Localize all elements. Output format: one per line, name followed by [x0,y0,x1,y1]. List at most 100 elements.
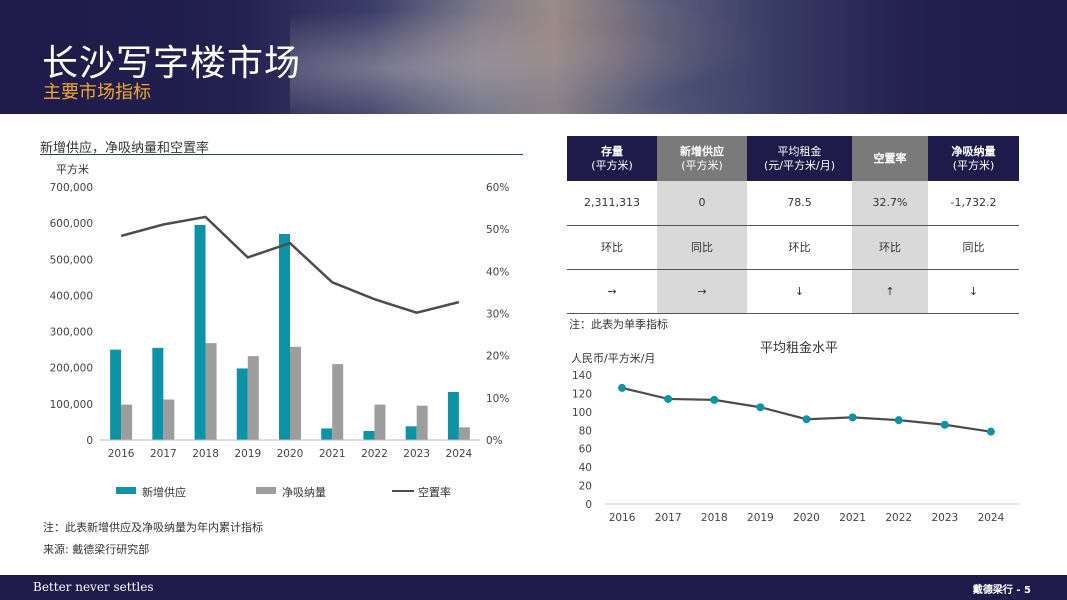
rent-point [940,420,949,429]
y-tick-label: 100,000 [50,399,93,411]
y-tick-label: 120 [572,388,592,400]
page-number: 戴德梁行 - 5 [972,585,1031,596]
table-cell: 同比 [657,225,747,270]
table-row-values: 2,311,313 0 78.5 32.7% -1,732.2 [567,181,1019,226]
x-tick-label: 2020 [793,512,820,524]
bar-净吸纳量 [247,356,259,440]
bar-净吸纳量 [416,405,428,440]
y2-tick-label: 50% [486,224,509,236]
page-subtitle: 主要市场指标 [43,82,151,103]
legend-label: 新增供应 [142,485,186,499]
table-cell: 环比 [567,225,657,270]
rent-point [848,413,857,422]
y-tick-label: 40 [579,462,592,474]
rent-chart-title: 平均租金水平 [760,341,839,356]
y2-tick-label: 60% [486,182,509,194]
x-tick-label: 2023 [931,512,958,524]
bar-新增供应 [110,349,122,440]
table-cell: 78.5 [747,181,852,226]
table-row-trend: → → ↓ ↑ ↓ [567,269,1019,314]
y2-tick-label: 30% [486,309,509,321]
trend-arrow: → [567,269,657,314]
legend-swatch [256,487,276,494]
x-tick-label: 2017 [150,448,177,460]
bar-新增供应 [321,428,333,440]
market-indicators-table: 存量 (平方米) 新增供应 (平方米) 平均租金 (元/平方米/月) 空置率 净吸纳量 (平方米… [567,136,1019,314]
rent-point [894,416,903,425]
x-tick-label: 2017 [655,512,682,524]
y2-tick-label: 10% [486,393,509,405]
bar-净吸纳量 [121,404,133,440]
table-row-comparison: 环比 同比 环比 环比 同比 [567,225,1019,270]
footer-slogan: Better never settles [33,580,154,594]
bar-净吸纳量 [205,343,217,440]
legend-label: 空置率 [418,485,451,499]
bar-新增供应 [194,224,206,440]
y-tick-label: 60 [579,444,592,456]
trend-arrow: ↑ [852,269,928,314]
table-cell: 2,311,313 [567,181,657,226]
table-cell: 0 [657,181,747,226]
page-title: 长沙写字楼市场 [42,43,302,84]
legend-label: 净吸纳量 [282,485,326,499]
y-tick-label: 600,000 [50,218,93,230]
rent-point [756,403,765,412]
x-tick-label: 2016 [609,512,636,524]
bar-新增供应 [279,233,290,440]
x-tick-label: 2024 [978,512,1005,524]
table-header-cell: 净吸纳量 (平方米) [928,136,1019,181]
y-tick-label: 500,000 [50,254,93,266]
table-header-cell: 平均租金 (元/平方米/月) [747,136,852,181]
y-tick-label: 200,000 [50,363,93,375]
bar-新增供应 [236,368,248,440]
header-photo [290,0,770,114]
x-tick-label: 2019 [234,448,261,460]
y-tick-label: 0 [86,435,93,447]
left-chart-note: 注：此表新增供应及净吸纳量为年内累计指标 [43,521,263,534]
bar-净吸纳量 [290,346,301,440]
x-tick-label: 2022 [361,448,388,460]
left-chart-title: 新增供应，净吸纳量和空置率 [40,141,210,156]
y-tick-label: 80 [579,425,592,437]
table-cell: -1,732.2 [928,181,1019,226]
x-tick-label: 2018 [192,448,219,460]
y-tick-label: 700,000 [50,182,93,194]
left-chart-source: 来源: 戴德梁行研究部 [43,543,150,556]
table-header-cell: 新增供应 (平方米) [657,136,747,181]
trend-arrow: ↓ [928,269,1019,314]
y-tick-label: 100 [572,407,592,419]
x-tick-label: 2024 [446,448,473,460]
rent-point [710,395,719,404]
y-tick-label: 300,000 [50,327,93,339]
table-note: 注：此表为单季指标 [569,318,668,331]
x-tick-label: 2018 [701,512,728,524]
rent-point [986,427,995,436]
bar-净吸纳量 [163,399,175,440]
table-cell: 环比 [852,225,928,270]
table-cell: 32.7% [852,181,928,226]
x-tick-label: 2021 [319,448,346,460]
y2-tick-label: 20% [486,351,509,363]
x-tick-label: 2021 [839,512,866,524]
rent-point [802,415,811,424]
vacancy-rate-line [120,215,460,314]
y2-tick-label: 0% [486,435,503,447]
table-header-cell: 存量 (平方米) [567,136,657,181]
bar-净吸纳量 [374,404,386,440]
legend-swatch [116,487,136,494]
y-tick-label: 20 [579,481,592,493]
rent-line [621,386,992,433]
left-chart-rule [40,154,523,155]
rent-point [664,394,673,403]
y-tick-label: 140 [572,370,592,382]
y-axis-label: 平方米 [56,162,89,176]
bar-新增供应 [405,426,417,440]
y-tick-label: 0 [585,499,592,511]
bar-新增供应 [447,391,459,440]
bar-新增供应 [152,347,164,440]
rent-chart-unit: 人民币/平方米/月 [571,352,656,365]
bar-新增供应 [363,430,375,440]
x-tick-label: 2016 [108,448,135,460]
footer-bar: Better never settles 戴德梁行 - 5 [0,575,1067,600]
trend-arrow: ↓ [747,269,852,314]
